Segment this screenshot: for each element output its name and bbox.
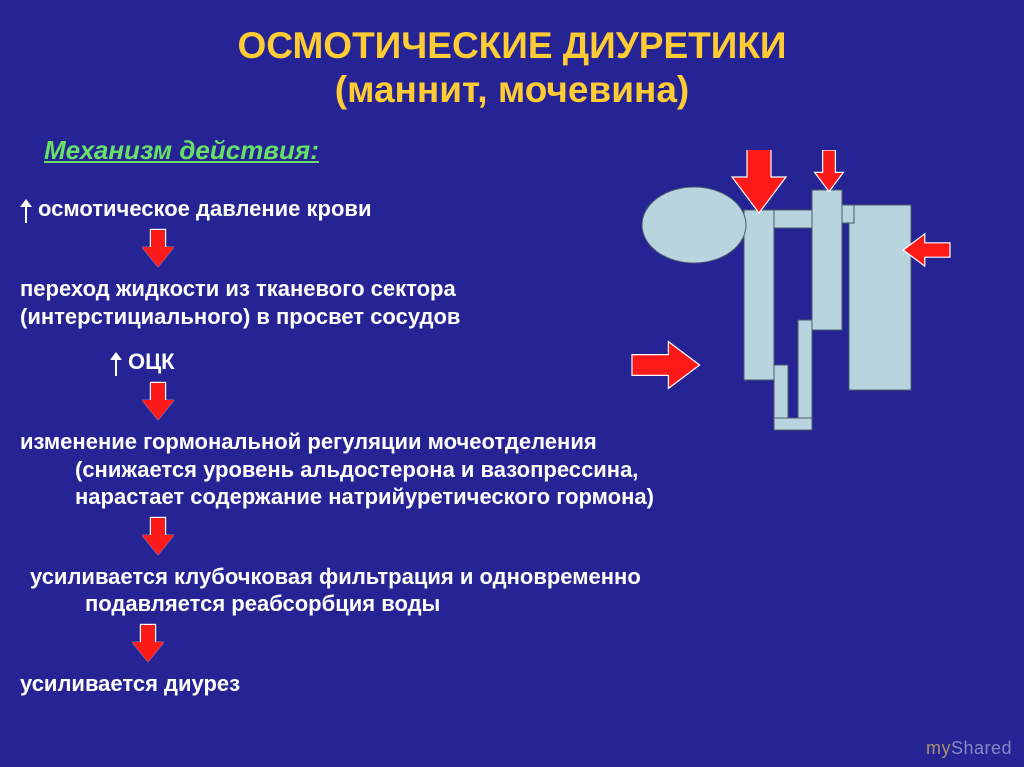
flow-arrow-4 <box>20 624 720 664</box>
flow-arrow-3 <box>20 517 720 557</box>
watermark: myShared <box>926 738 1012 759</box>
title-line2: (маннит, мочевина) <box>0 68 1024 112</box>
increase-icon <box>20 197 34 223</box>
title-line1: ОСМОТИЧЕСКИЕ ДИУРЕТИКИ <box>0 24 1024 68</box>
step-6: усиливается диурез <box>20 670 720 698</box>
increase-icon <box>110 350 124 376</box>
step-5: усиливается клубочковая фильтрация и одн… <box>20 563 720 618</box>
nephron-diagram <box>604 150 964 450</box>
slide-title: ОСМОТИЧЕСКИЕ ДИУРЕТИКИ (маннит, мочевина… <box>0 0 1024 113</box>
